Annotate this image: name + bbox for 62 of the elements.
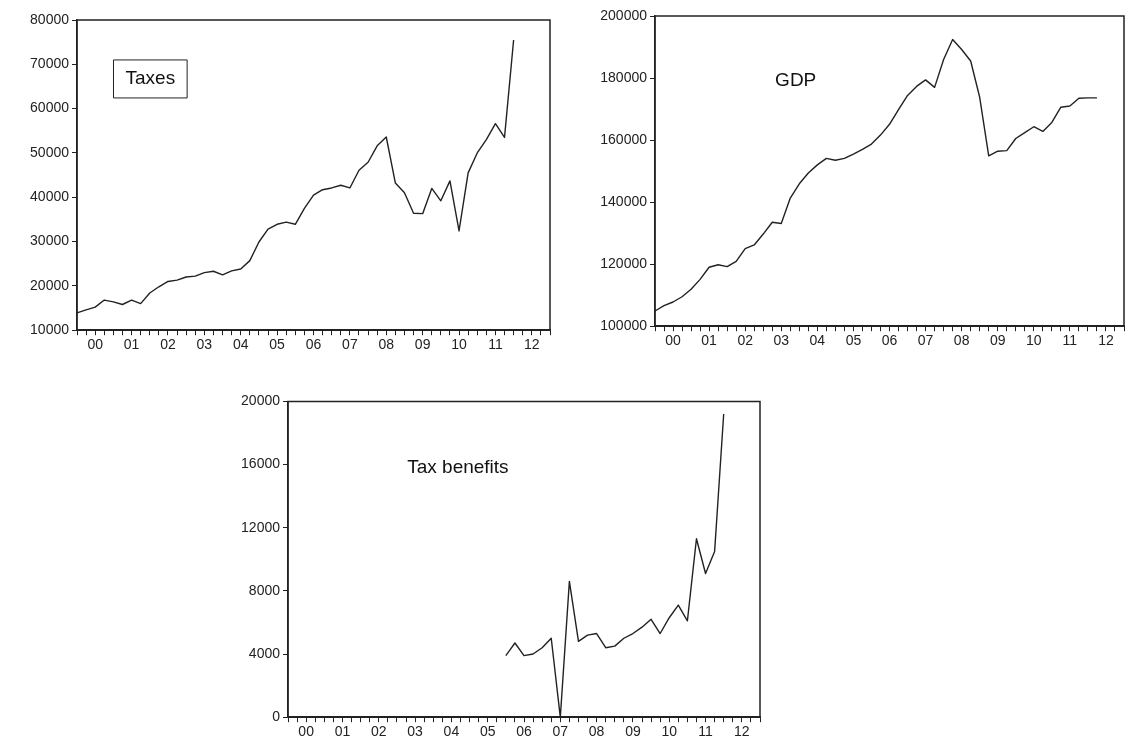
x-tick-label: 08 [953,332,970,349]
x-tick-label: 05 [269,336,286,353]
x-tick-label: 03 [773,332,790,349]
x-tick-label: 05 [845,332,862,349]
y-tick-label: 120000 [600,255,648,272]
x-tick-label: 11 [1062,332,1078,349]
y-tick-label: 70000 [30,55,70,72]
x-tick-label: 05 [479,723,496,740]
x-tick-label: 11 [488,336,503,353]
y-tick-label: 180000 [600,68,648,85]
x-tick-label: 08 [588,723,605,740]
y-tick-label: 50000 [30,143,70,160]
x-tick-label: 12 [1098,332,1114,349]
y-tick-label: 10000 [30,321,70,338]
text: Taxes [125,67,176,89]
y-tick-label: 20000 [241,392,281,409]
x-tick-label: 00 [665,332,682,349]
x-tick-label: 10 [451,336,468,353]
x-tick-label: 01 [123,336,140,353]
x-tick-label: 02 [160,336,176,353]
x-tick-label: 08 [378,336,395,353]
y-tick-label: 8000 [248,581,281,598]
x-tick-label: 04 [232,336,249,353]
x-tick-label: 10 [661,723,678,740]
y-tick-label: 0 [272,708,281,725]
x-tick-label: 12 [524,336,540,353]
x-tick-label: 02 [370,723,387,740]
y-tick-label: 200000 [600,6,648,23]
text: Tax benefits [407,455,509,477]
x-tick-label: 06 [881,332,898,349]
x-tick-label: 07 [917,332,934,349]
x-tick-label: 07 [342,336,358,353]
x-tick-label: 03 [196,336,213,353]
y-tick-label: 4000 [248,644,281,661]
text: GDP [775,69,817,91]
x-tick-label: 03 [407,723,424,740]
x-tick-label: 07 [552,723,569,740]
y-tick-label: 40000 [30,188,70,205]
x-tick-label: 04 [443,723,460,740]
y-tick-label: 160000 [600,130,648,147]
y-tick-label: 20000 [30,276,70,293]
x-tick-label: 11 [698,723,714,740]
y-tick-label: 16000 [241,455,281,472]
x-tick-label: 04 [809,332,826,349]
y-tick-label: 12000 [241,518,281,535]
x-tick-label: 01 [701,332,718,349]
y-tick-label: 140000 [600,192,648,209]
x-tick-label: 09 [414,336,431,353]
x-tick-label: 10 [1026,332,1042,349]
x-tick-label: 09 [989,332,1006,349]
x-tick-label: 06 [305,336,322,353]
x-tick-label: 09 [625,723,641,740]
y-tick-label: 80000 [30,10,70,27]
x-tick-label: 06 [516,723,532,740]
x-tick-label: 00 [298,723,315,740]
x-tick-label: 12 [734,723,750,740]
x-tick-label: 01 [334,723,351,740]
x-tick-label: 00 [87,336,104,353]
x-tick-label: 02 [737,332,754,349]
y-tick-label: 100000 [600,317,648,334]
y-tick-label: 30000 [30,232,70,249]
y-tick-label: 60000 [30,99,70,116]
